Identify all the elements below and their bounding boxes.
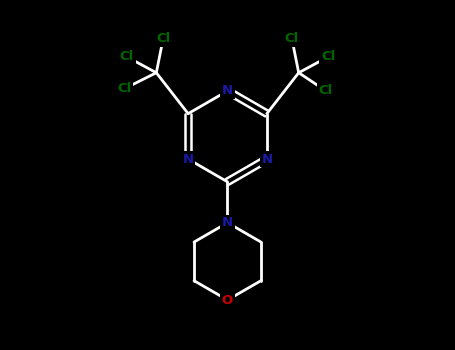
Text: Cl: Cl [285,32,299,45]
Text: N: N [182,153,194,166]
Text: N: N [222,84,233,97]
Text: Cl: Cl [156,32,170,45]
Text: N: N [222,216,233,229]
Text: O: O [222,294,233,307]
Text: Cl: Cl [117,82,131,95]
Text: Cl: Cl [321,50,335,63]
Text: N: N [261,153,273,166]
Text: Cl: Cl [120,50,134,63]
Text: Cl: Cl [319,84,333,97]
